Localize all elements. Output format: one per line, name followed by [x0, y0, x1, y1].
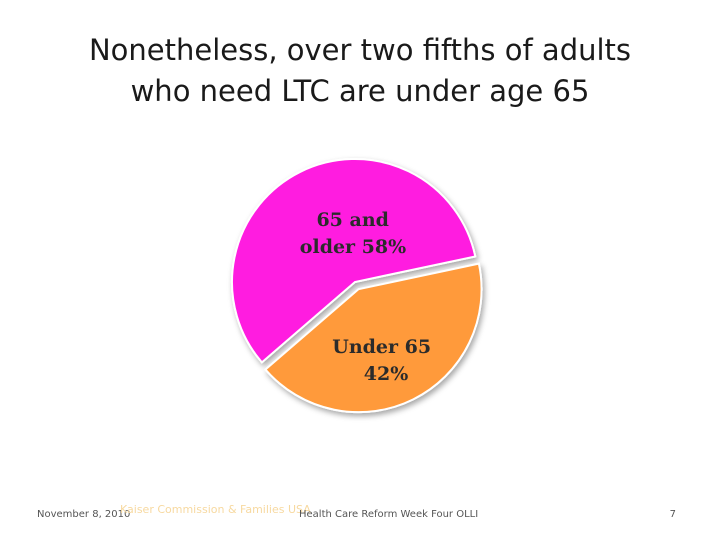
- footer-title: Health Care Reform Week Four OLLI: [299, 509, 479, 520]
- slice-under-65: [264, 262, 483, 414]
- slide-title: Nonetheless, over two fifths of adults w…: [20, 30, 700, 112]
- page-number: 7: [669, 509, 676, 520]
- footer-source: Kaiser Commission & Families USA: [120, 503, 311, 516]
- footer-date: November 8, 2010: [37, 509, 131, 520]
- slice-65-and-older: [231, 158, 477, 364]
- title-line-1: Nonetheless, over two fifths of adults: [88, 33, 632, 67]
- title-line-2: who need LTC are under age 65: [130, 74, 590, 109]
- slice-label-under-65: Under 65 42%: [332, 336, 437, 385]
- slice-label-65-and-older: 65 and older 58%: [300, 209, 406, 258]
